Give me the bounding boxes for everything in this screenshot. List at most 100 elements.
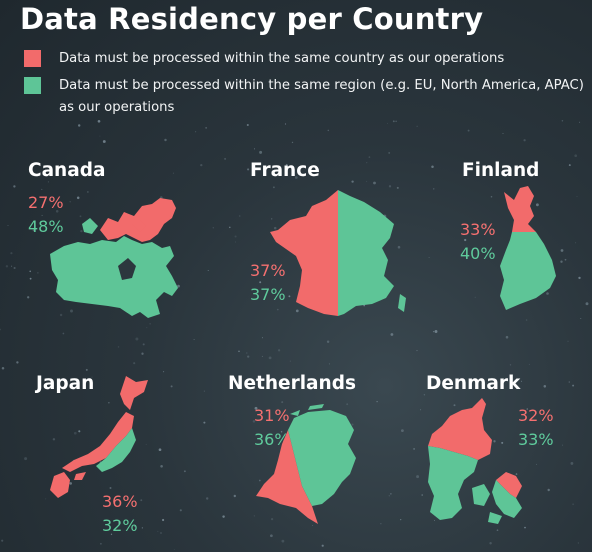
background-speckle [1,539,4,542]
legend-item-same-region: Data must be processed within the same r… [24,77,584,119]
background-speckle [567,340,569,342]
background-speckle [397,245,401,249]
pct-same-country-japan: 36% [102,492,138,511]
background-speckle [247,168,250,171]
background-speckle [386,122,388,124]
background-speckle [246,352,248,354]
background-speckle [281,539,285,543]
map-canada [50,198,178,318]
background-speckle [526,408,529,410]
background-speckle [490,195,493,198]
same-country-area [50,472,70,498]
background-speckle [416,475,420,479]
background-speckle [273,226,277,230]
country-name-france: France [250,160,320,181]
background-speckle [149,323,151,325]
background-speckle [145,443,147,445]
background-speckle [118,521,121,525]
background-speckle [246,123,249,127]
legend-text-same-region: Data must be processed within the same r… [59,78,584,115]
background-speckle [536,463,537,465]
background-speckle [351,423,354,426]
background-speckle [7,224,9,227]
background-speckle [108,402,110,404]
background-speckle [252,420,256,423]
background-speckle [272,186,275,189]
background-speckle [561,120,564,122]
pct-same-country-denmark: 32% [518,406,554,425]
background-speckle [321,544,324,547]
background-speckle [291,141,294,144]
background-speckle [117,346,120,348]
background-speckle [346,403,349,406]
background-speckle [205,497,209,500]
background-speckle [52,438,56,441]
background-speckle [453,404,456,407]
background-speckle [160,532,162,534]
background-speckle [351,180,354,183]
background-speckle [585,302,589,306]
background-speckle [515,473,518,475]
background-speckle [284,123,287,125]
pct-same-region-netherlands: 36% [254,430,290,449]
background-speckle [328,363,330,365]
pct-same-country-france: 37% [250,261,286,280]
background-speckle [222,515,225,518]
background-speckle [59,313,63,317]
background-speckle [102,140,106,143]
background-speckle [80,229,83,233]
background-speckle [141,527,144,529]
background-speckle [140,499,143,502]
background-speckle [431,165,434,168]
background-speckle [97,119,101,123]
background-speckle [99,135,101,137]
background-speckle [464,238,467,242]
background-speckle [87,191,89,193]
background-speckle [467,129,470,132]
background-speckle [41,214,43,216]
background-speckle [13,185,16,188]
background-speckle [281,401,284,404]
background-speckle [535,203,539,207]
same-region-area [500,232,556,310]
background-speckle [564,258,567,261]
background-speckle [164,138,167,142]
background-speckle [537,443,539,445]
background-speckle [203,421,206,424]
background-speckle [576,195,578,197]
background-speckle [326,340,330,343]
background-speckle [205,127,207,129]
background-speckle [235,241,236,243]
background-speckle [376,400,378,403]
background-speckle [400,519,402,521]
background-speckle [568,381,571,383]
background-speckle [261,337,263,339]
background-speckle [560,260,563,263]
same-region-area [290,410,300,416]
background-speckle [467,178,469,180]
background-speckle [32,229,35,232]
background-speckle [421,494,423,496]
background-speckle [489,542,492,545]
background-speckle [233,494,236,498]
country-name-canada: Canada [28,160,106,181]
background-speckle [173,548,175,550]
background-speckle [432,330,435,333]
background-speckle [285,163,288,166]
background-speckle [282,297,284,299]
background-speckle [254,406,258,410]
pct-same-region-canada: 48% [28,217,64,236]
background-speckle [85,368,88,371]
background-speckle [380,523,382,525]
background-speckle [276,308,279,311]
legend-swatch-red [24,50,41,67]
background-speckle [520,380,523,382]
background-speckle [388,495,390,497]
background-speckle [91,376,93,378]
background-speckle [295,309,299,313]
background-speckle [76,196,80,200]
background-speckle [29,270,31,273]
background-speckle [428,257,430,259]
background-speckle [577,542,580,544]
background-speckle [170,385,173,388]
